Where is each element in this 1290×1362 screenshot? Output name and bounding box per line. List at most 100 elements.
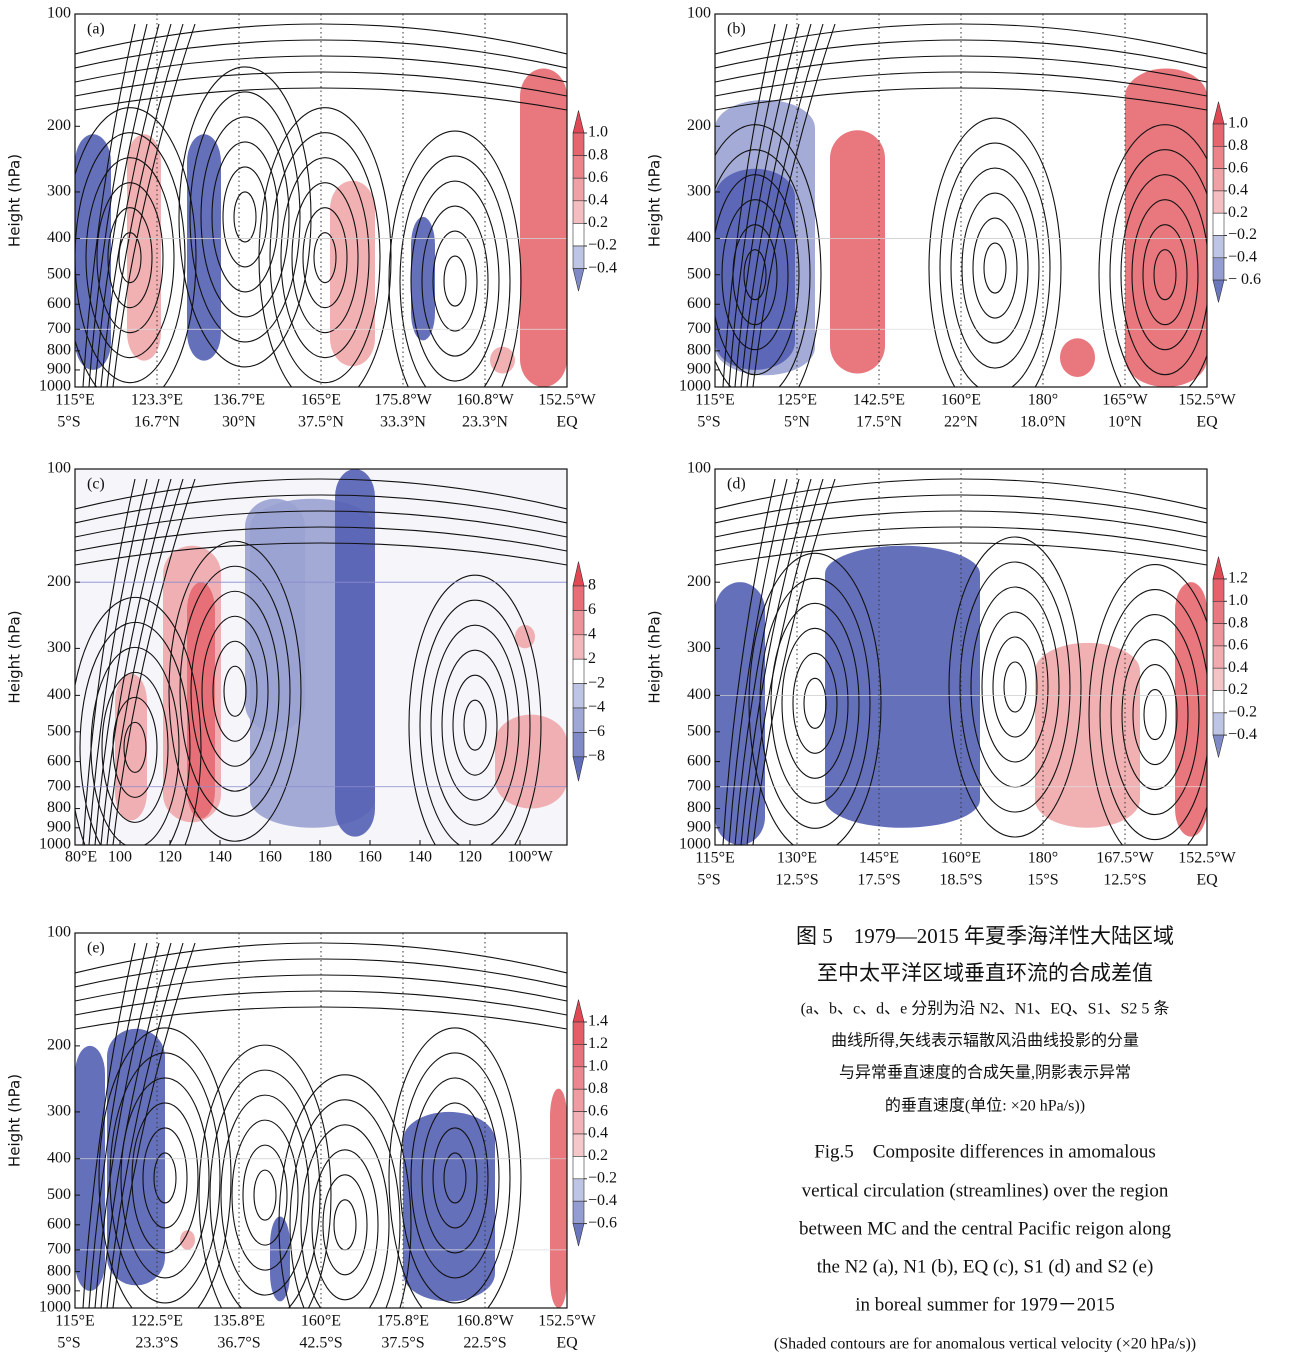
streamline [258, 107, 392, 387]
colorbar-swatch [1212, 146, 1225, 169]
streamline [1120, 174, 1207, 376]
shading [335, 469, 375, 837]
shading [180, 1230, 195, 1250]
streamline [190, 590, 280, 792]
x-tick-label: 12.5°S [1103, 872, 1146, 889]
colorbar-label: 0.6 [588, 1102, 608, 1119]
x-tick-label: 160 [358, 849, 382, 866]
streamline [75, 974, 567, 1002]
streamline [100, 478, 172, 845]
y-tick-label: 100 [47, 5, 71, 22]
x-tick-label: 80°E [65, 849, 97, 866]
streamline [179, 565, 291, 817]
streamline [75, 132, 186, 384]
streamline [123, 721, 147, 773]
streamline [107, 207, 153, 309]
streamline [421, 1102, 489, 1254]
streamline [242, 1144, 288, 1246]
shading [1060, 338, 1095, 377]
colorbar-swatch [572, 732, 585, 758]
x-tick-label: 130°E [777, 850, 817, 867]
streamline [278, 1074, 412, 1308]
caption-en: the N2 (a), N1 (b), EQ (c), S1 (d) and S… [817, 1256, 1154, 1277]
x-tick-label: 100°W [507, 849, 553, 866]
y-axis-title: Height (hPa) [646, 610, 664, 703]
streamline [430, 624, 520, 826]
colorbar-swatch [572, 1111, 585, 1135]
y-tick-label: 1000 [679, 378, 711, 395]
x-tick-label: 140 [208, 849, 232, 866]
streamline [212, 640, 258, 742]
x-tick-label: 145°E [859, 850, 899, 867]
y-tick-label: 100 [47, 924, 71, 941]
streamline [88, 942, 148, 1308]
colorbar-label: −0.4 [588, 1192, 617, 1209]
colorbar-cap [1212, 101, 1225, 125]
streamline [432, 230, 478, 332]
y-tick-label: 400 [687, 229, 711, 246]
streamline [715, 87, 1207, 111]
y-tick-label: 700 [47, 320, 71, 337]
colorbar-swatch [1212, 190, 1225, 214]
panel-label: (a) [87, 21, 105, 38]
x-tick-label: 152.5°W [538, 392, 596, 409]
y-axis-title: Height (hPa) [646, 154, 664, 247]
y-tick-label: 200 [47, 573, 71, 590]
y-tick-label: 900 [687, 361, 711, 378]
x-tick-label: 115°E [695, 392, 735, 409]
streamline [233, 191, 257, 243]
streamline [939, 142, 1051, 387]
colorbar-label: 0.4 [1228, 659, 1248, 676]
panel: (e) Height (hPa) 100 200 300 400 500 600 700 800 9… [6, 924, 618, 1352]
colorbar-swatch [572, 223, 585, 247]
streamline [222, 166, 268, 268]
x-tick-label: 22.5°S [463, 1335, 506, 1352]
streamline [300, 1124, 390, 1308]
x-tick-label: 33.3°N [380, 414, 426, 431]
colorbar-label: 0.4 [1228, 182, 1248, 199]
y-tick-label: 100 [687, 460, 711, 477]
y-tick-label: 300 [47, 1103, 71, 1120]
streamline [75, 494, 567, 524]
x-tick-label: 115°E [55, 392, 95, 409]
plot-area [75, 23, 567, 387]
streamline [1142, 224, 1188, 326]
streamline [419, 599, 531, 845]
streamline [748, 552, 882, 845]
x-tick-label: 152.5°W [1178, 392, 1236, 409]
streamline [253, 1169, 277, 1221]
streamline [752, 478, 836, 845]
streamline [101, 671, 169, 823]
colorbar-label: 0.2 [1228, 681, 1248, 698]
caption-en: Fig.5 Composite differences in amomalous [814, 1141, 1156, 1162]
caption-zh: (a、b、c、d、e 分别为沿 N2、N1、EQ、S1、S2 5 条 [801, 1000, 1170, 1018]
streamline [112, 942, 196, 1308]
y-tick-label: 300 [687, 639, 711, 656]
y-axis-title: Height (hPa) [6, 610, 24, 703]
colorbar-swatch [572, 245, 585, 269]
streamline [399, 155, 511, 387]
panel: (c) Height (hPa) 100 200 300 400 500 600 700 800 9… [6, 460, 606, 866]
y-tick-label: 800 [47, 799, 71, 816]
streamline [75, 107, 197, 387]
colorbar-cap [572, 999, 585, 1023]
streamline [75, 596, 202, 845]
streamline [82, 23, 136, 387]
y-tick-label: 300 [47, 639, 71, 656]
y-tick-label: 800 [47, 342, 71, 359]
streamline [728, 23, 788, 387]
streamline [201, 615, 269, 767]
shading [187, 582, 215, 819]
colorbar-label: 0.8 [1228, 614, 1248, 631]
x-tick-label: EQ [1196, 414, 1218, 431]
colorbar-swatch [572, 634, 585, 660]
streamline [740, 478, 812, 845]
x-tick-label: 125°E [777, 392, 817, 409]
streamline [972, 217, 1018, 319]
y-tick-label: 900 [687, 818, 711, 835]
colorbar-cap [572, 561, 585, 587]
colorbar-label: 8 [588, 577, 596, 594]
streamline [992, 636, 1038, 738]
streamline [715, 542, 1207, 566]
streamline [408, 574, 542, 845]
